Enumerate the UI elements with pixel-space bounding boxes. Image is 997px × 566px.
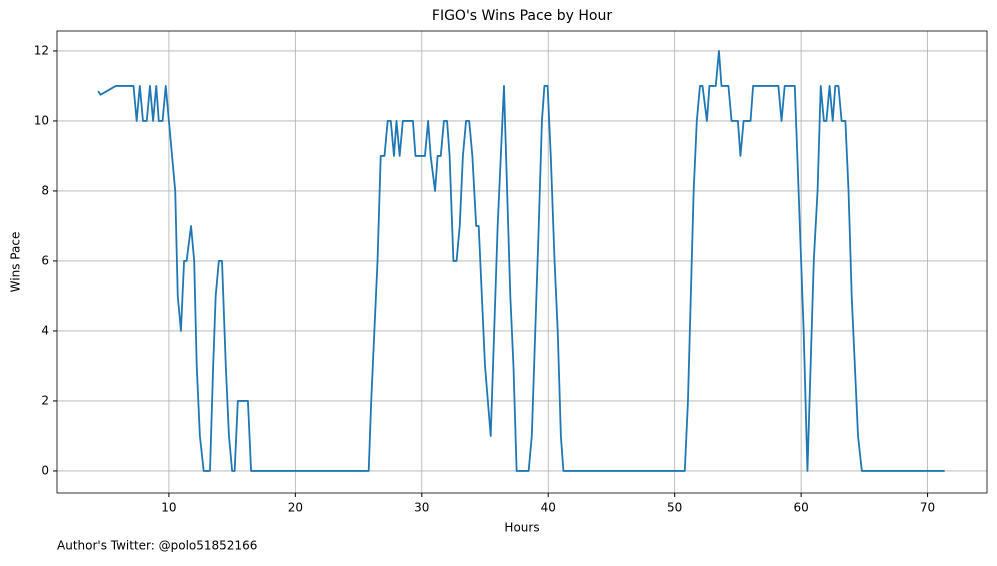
y-axis-label: Wins Pace <box>9 232 23 293</box>
x-tick-label: 50 <box>667 501 682 515</box>
y-tick-label: 12 <box>34 43 49 57</box>
plot-frame <box>56 30 988 494</box>
y-tick-label: 10 <box>34 113 49 127</box>
y-tick-label: 0 <box>41 463 49 477</box>
x-tick-label: 70 <box>920 501 935 515</box>
y-tick-label: 6 <box>41 253 49 267</box>
x-tick-label: 40 <box>541 501 556 515</box>
x-axis-label: Hours <box>504 521 539 535</box>
x-tick-label: 10 <box>161 501 176 515</box>
y-tick-label: 8 <box>41 183 49 197</box>
data-line <box>97 50 945 472</box>
footnote: Author's Twitter: @polo51852166 <box>57 539 257 553</box>
y-tick-label: 4 <box>41 323 49 337</box>
y-tick-label: 2 <box>41 393 49 407</box>
x-tick-label: 30 <box>414 501 429 515</box>
x-tick-label: 20 <box>288 501 303 515</box>
chart-title: FIGO's Wins Pace by Hour <box>432 8 612 24</box>
x-tick-label: 60 <box>793 501 808 515</box>
